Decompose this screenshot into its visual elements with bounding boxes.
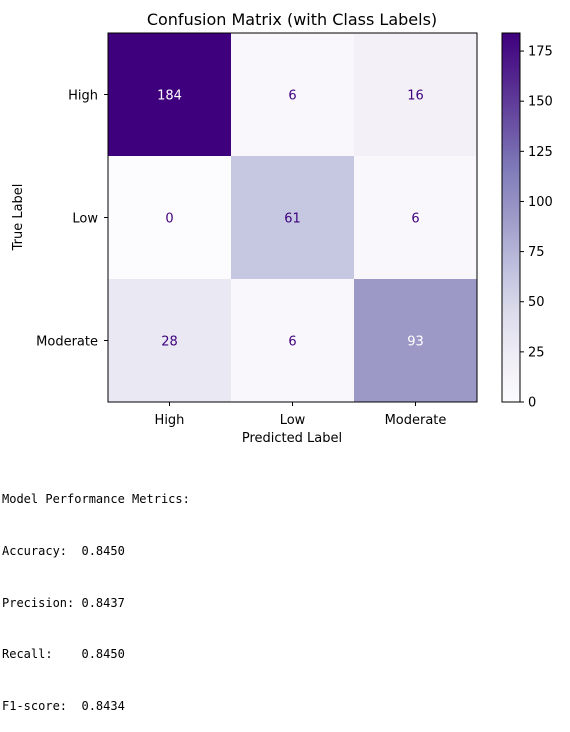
cell-value-label: 61	[284, 212, 301, 227]
heatmap-cell	[354, 33, 477, 156]
x-tick-label: Moderate	[385, 413, 447, 428]
heatmap-cell	[354, 156, 477, 279]
cell-value-label: 28	[161, 335, 178, 350]
heatmap-cell	[108, 156, 231, 279]
y-tick-label: Moderate	[36, 335, 98, 350]
chart-title: Confusion Matrix (with Class Labels)	[147, 10, 437, 29]
y-axis-ticks: High Low Moderate	[36, 89, 108, 350]
cell-value-label: 6	[288, 335, 296, 350]
heatmap-cell	[108, 279, 231, 402]
heatmap-cell	[231, 279, 354, 402]
colorbar-tick-label: 75	[528, 245, 545, 260]
heatmap-cell	[231, 33, 354, 156]
cell-value-label: 184	[157, 89, 182, 104]
heatmap-cell	[108, 33, 231, 156]
cell-value-label: 6	[288, 89, 296, 104]
performance-metrics: Model Performance Metrics: Accuracy: 0.8…	[2, 457, 190, 732]
colorbar-tick-label: 175	[528, 45, 553, 60]
colorbar-tick-label: 150	[528, 95, 553, 110]
colorbar-tick-label: 25	[528, 345, 545, 360]
colorbar-ticks: 0 25 50 75 100 125 150 175	[520, 45, 553, 411]
x-tick-label: High	[155, 413, 185, 428]
confusion-matrix-chart: Confusion Matrix (with Class Labels) 184…	[11, 10, 553, 446]
heatmap-cell	[354, 279, 477, 402]
metrics-heading: Model Performance Metrics:	[2, 492, 190, 507]
metric-recall: Recall: 0.8450	[2, 647, 125, 662]
cell-value-label: 16	[407, 89, 424, 104]
colorbar-tick-label: 50	[528, 295, 545, 310]
heatmap-cell	[231, 156, 354, 279]
y-axis-label: True Label	[11, 184, 26, 252]
x-tick-label: Low	[280, 413, 306, 428]
heatmap-cells: 184 6 160 61 628 6 93	[108, 33, 477, 402]
x-axis-ticks: High Low Moderate	[155, 402, 447, 428]
x-axis-label: Predicted Label	[242, 431, 342, 446]
metric-precision: Precision: 0.8437	[2, 595, 125, 610]
cell-value-label: 6	[411, 212, 419, 227]
colorbar-tick-label: 125	[528, 145, 553, 160]
colorbar-tick-label: 0	[528, 396, 536, 411]
metric-f1-score: F1-score: 0.8434	[2, 698, 125, 713]
y-tick-label: High	[68, 89, 98, 104]
colorbar-tick-label: 100	[528, 195, 553, 210]
colorbar	[501, 32, 521, 403]
y-tick-label: Low	[72, 212, 98, 227]
cell-value-label: 0	[165, 212, 173, 227]
metric-accuracy: Accuracy: 0.8450	[2, 544, 125, 559]
cell-value-label: 93	[407, 335, 424, 350]
